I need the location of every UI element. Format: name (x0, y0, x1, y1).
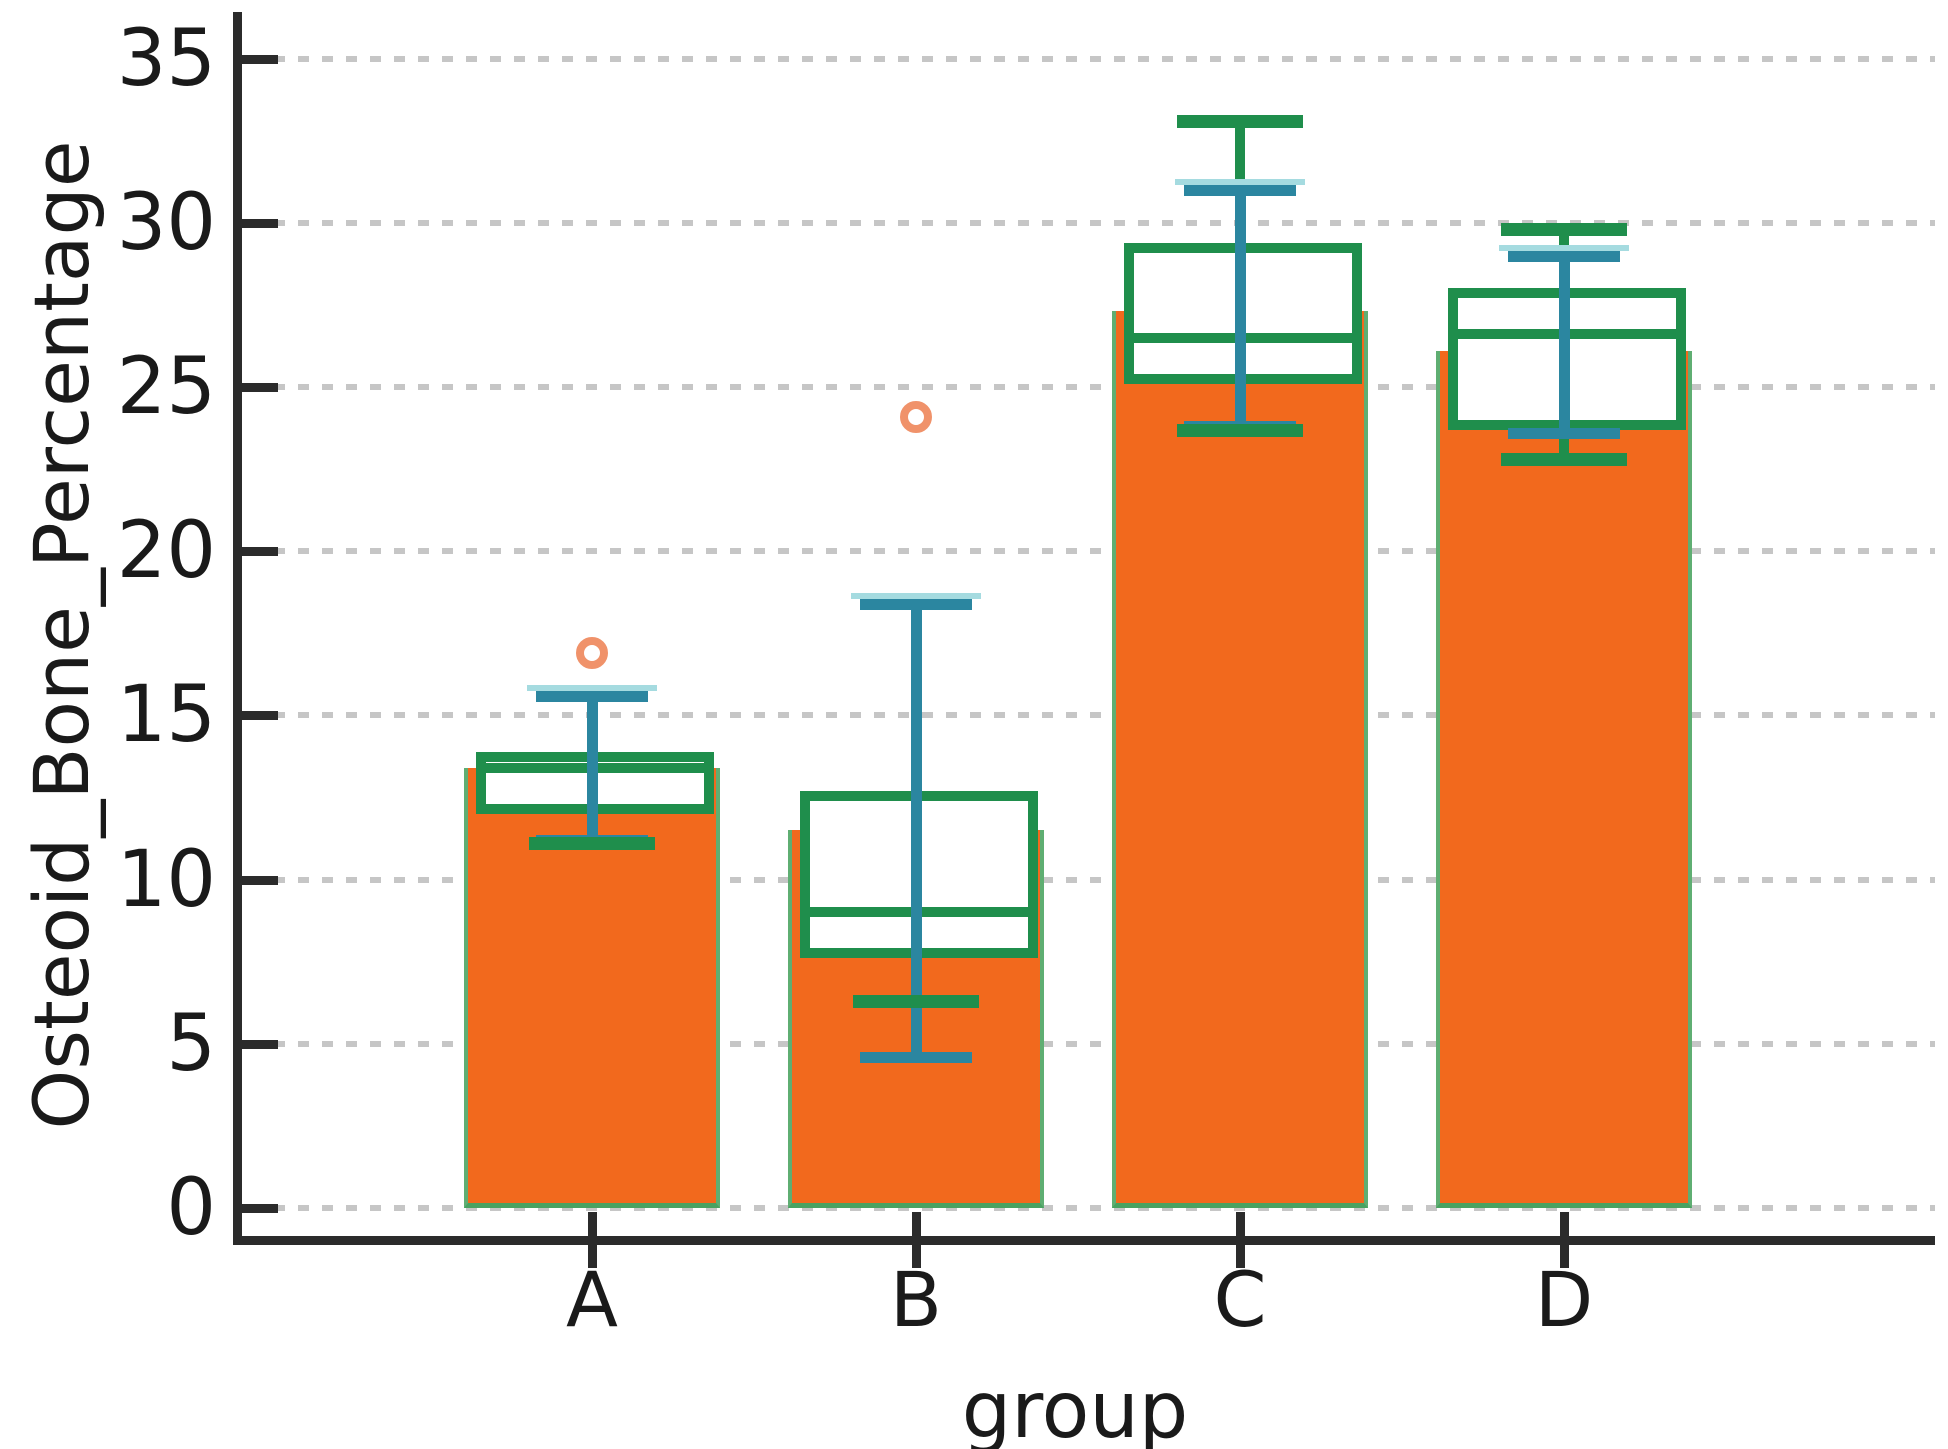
outlier-point (576, 637, 608, 669)
whisker-line-low (1559, 420, 1569, 461)
error-bar-cap-top (536, 691, 648, 702)
gridline (250, 384, 1935, 390)
whisker-cap-high (1177, 115, 1303, 128)
x-tick-label: B (889, 1255, 943, 1344)
y-tick (240, 383, 278, 392)
gridline (250, 56, 1935, 62)
error-bar-cap-top (1508, 251, 1620, 262)
error-bar-cap-halo (851, 593, 981, 599)
y-tick (240, 547, 278, 556)
y-tick (240, 876, 278, 885)
error-bar-cap-halo (1175, 179, 1305, 185)
error-bar-cap-top (860, 599, 972, 610)
bar (1112, 311, 1368, 1208)
gridline (250, 712, 1935, 718)
error-bar-cap-bottom (1508, 428, 1620, 439)
y-tick-label: 10 (116, 835, 216, 925)
x-tick (1560, 1212, 1569, 1268)
whisker-cap-high (1501, 223, 1627, 236)
error-bar-cap-top (1184, 185, 1296, 196)
x-tick (912, 1212, 921, 1268)
x-tick (1236, 1212, 1245, 1268)
error-bar-cap-halo (1499, 245, 1629, 251)
error-bar-line (911, 604, 922, 1057)
error-bar-cap-bottom (860, 1052, 972, 1063)
gridline (250, 220, 1935, 226)
error-bar-line (587, 696, 598, 840)
error-bar-line (1559, 256, 1570, 433)
y-tick-label: 5 (166, 999, 216, 1089)
x-tick-label: A (566, 1255, 618, 1344)
x-axis-title: group (961, 1366, 1189, 1449)
gridline (250, 877, 1935, 883)
bar (1436, 351, 1692, 1208)
x-tick-label: C (1213, 1255, 1267, 1344)
x-axis-spine (233, 1236, 1935, 1245)
y-axis-title: Osteoid_Bone_Percentage (17, 140, 106, 1130)
y-tick (240, 1204, 278, 1213)
error-bar-cap-halo (527, 685, 657, 691)
y-tick-label: 25 (116, 342, 216, 432)
gridline (250, 1041, 1935, 1047)
x-tick (588, 1212, 597, 1268)
y-tick-label: 30 (116, 178, 216, 268)
y-axis-spine (233, 12, 242, 1245)
y-tick-label: 35 (116, 14, 216, 104)
y-tick-label: 0 (166, 1163, 216, 1253)
x-tick-label: D (1534, 1255, 1594, 1344)
gridline (250, 1205, 1935, 1211)
whisker-cap-low (529, 837, 655, 850)
error-bar-line (1235, 190, 1246, 426)
y-tick (240, 1040, 278, 1049)
y-tick (240, 711, 278, 720)
outlier-point (900, 401, 932, 433)
whisker-cap-low (1501, 453, 1627, 466)
whisker-cap-low (853, 995, 979, 1008)
y-tick-label: 20 (116, 506, 216, 596)
y-tick (240, 219, 278, 228)
y-tick (240, 55, 278, 64)
whisker-cap-low (1177, 424, 1303, 437)
gridline (250, 548, 1935, 554)
y-tick-label: 15 (116, 670, 216, 760)
